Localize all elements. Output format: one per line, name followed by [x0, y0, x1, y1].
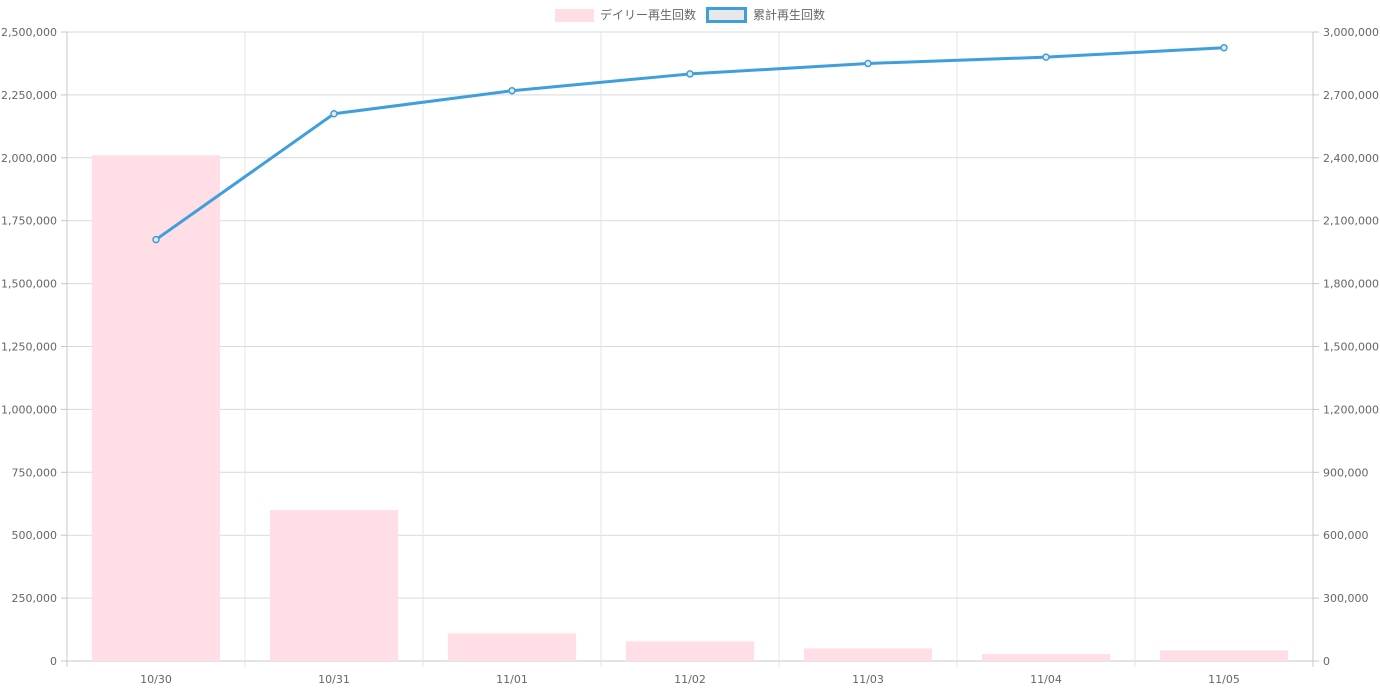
- x-axis: 10/30 10/31 11/01 11/02 11/03 11/04 11/05: [140, 673, 1240, 686]
- line-point: [1042, 53, 1050, 61]
- x-tick-label: 11/01: [496, 673, 528, 686]
- y-right-tick-label: 900,000: [1323, 466, 1369, 479]
- y-right-tick-label: 3,000,000: [1323, 26, 1379, 39]
- y-left-tick-label: 1,500,000: [1, 278, 57, 291]
- bar: [803, 648, 933, 661]
- line-point: [686, 70, 694, 78]
- x-tick-label: 11/05: [1208, 673, 1240, 686]
- x-tick-label: 11/02: [674, 673, 706, 686]
- bar: [625, 641, 755, 661]
- y-right-tick-label: 300,000: [1323, 592, 1369, 605]
- y-right-tick-label: 2,400,000: [1323, 152, 1379, 165]
- bar: [91, 155, 221, 661]
- legend-swatch-daily: [555, 9, 594, 22]
- legend: デイリー再生回数 累計再生回数: [555, 7, 826, 23]
- x-tick-label: 11/04: [1030, 673, 1062, 686]
- line-point: [152, 235, 160, 244]
- bar-series: [91, 155, 1289, 661]
- x-tick-label: 11/03: [852, 673, 884, 686]
- bar: [447, 633, 577, 661]
- x-tick-label: 10/31: [318, 673, 350, 686]
- y-right-tick-label: 600,000: [1323, 529, 1369, 542]
- y-left-tick-label: 250,000: [12, 592, 58, 605]
- y-left-tick-label: 2,250,000: [1, 89, 57, 102]
- y-right-tick-label: 0: [1323, 655, 1330, 668]
- line-point: [1220, 43, 1228, 52]
- y-left-tick-label: 1,750,000: [1, 215, 57, 228]
- y-left-tick-label: 2,000,000: [1, 152, 57, 165]
- y-left-tick-label: 1,000,000: [1, 403, 57, 416]
- bar: [269, 510, 399, 661]
- y-left-tick-label: 750,000: [12, 466, 58, 479]
- line-point: [508, 86, 516, 95]
- legend-item-daily[interactable]: デイリー再生回数: [555, 7, 696, 22]
- legend-label-cumulative: 累計再生回数: [753, 7, 825, 22]
- legend-label-daily: デイリー再生回数: [600, 7, 696, 22]
- y-right-tick-label: 1,500,000: [1323, 341, 1379, 354]
- line-series: [152, 43, 1228, 244]
- x-tick-label: 10/30: [140, 673, 172, 686]
- y-left-tick-label: 2,500,000: [1, 26, 57, 39]
- bar: [981, 653, 1111, 661]
- y-left-tick-label: 1,250,000: [1, 341, 57, 354]
- y-axis-right: 0 300,000 600,000 900,000 1,200,000 1,500,000…: [1313, 26, 1379, 668]
- line-point: [330, 110, 338, 118]
- y-right-tick-label: 1,800,000: [1323, 278, 1379, 291]
- y-left-tick-label: 0: [50, 655, 57, 668]
- bar: [1159, 650, 1289, 661]
- legend-item-cumulative[interactable]: 累計再生回数: [706, 7, 826, 23]
- line-point: [864, 59, 872, 68]
- y-right-tick-label: 2,700,000: [1323, 89, 1379, 102]
- grid: [66, 31, 1314, 667]
- y-left-tick-label: 500,000: [12, 529, 58, 542]
- y-right-tick-label: 1,200,000: [1323, 403, 1379, 416]
- y-axis-left: 0 250,000 500,000 750,000 1,000,000 1,250,000…: [1, 26, 67, 668]
- legend-swatch-cumulative: [706, 7, 747, 23]
- y-right-tick-label: 2,100,000: [1323, 215, 1379, 228]
